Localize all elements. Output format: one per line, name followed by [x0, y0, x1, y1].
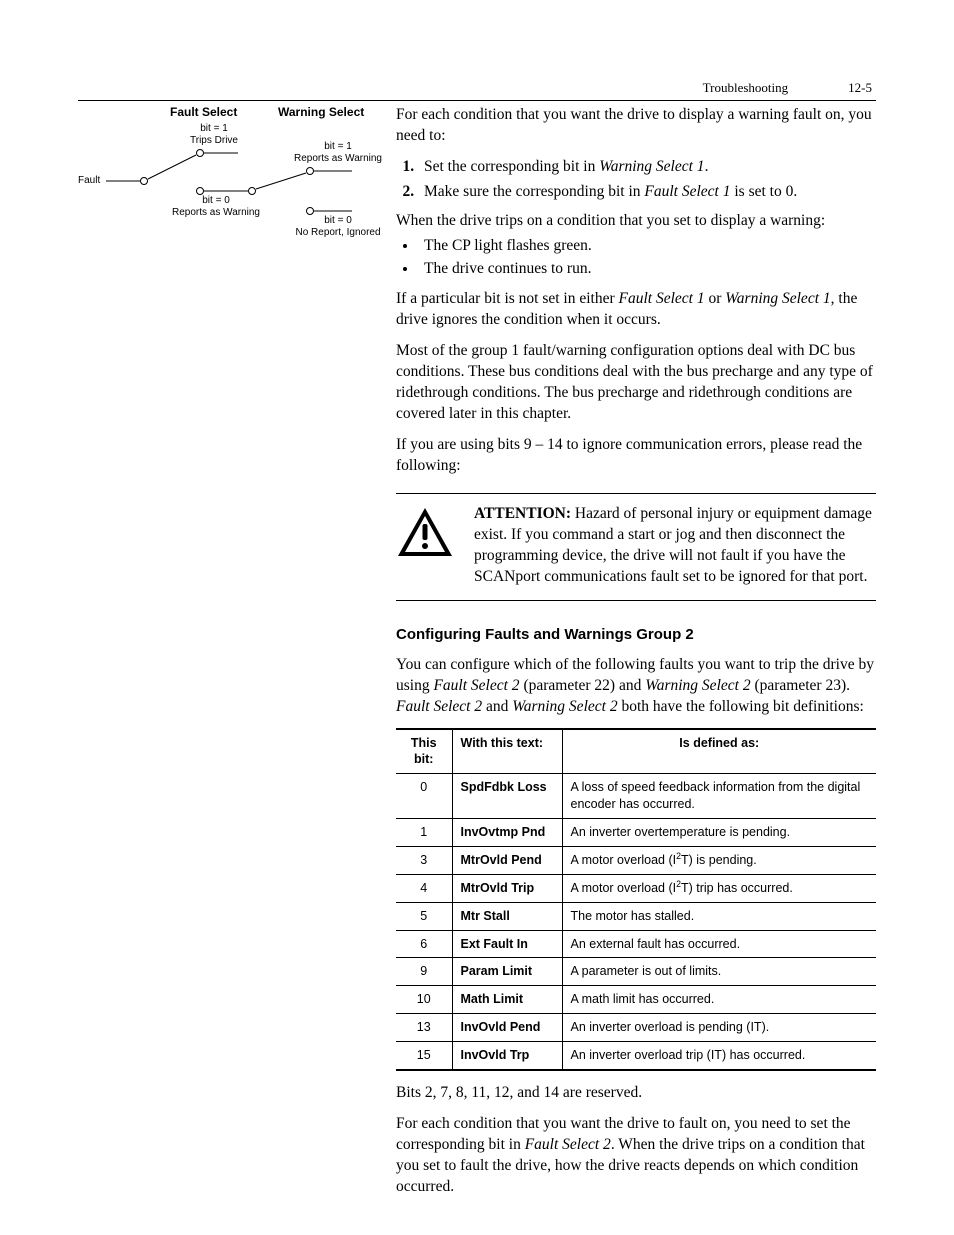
table-row: 9Param LimitA parameter is out of limits… — [396, 958, 876, 986]
cell-bit: 5 — [396, 902, 452, 930]
group1-paragraph: Most of the group 1 fault/warning config… — [396, 341, 876, 425]
cell-bit: 13 — [396, 1014, 452, 1042]
table-row: 5Mtr StallThe motor has stalled. — [396, 902, 876, 930]
table-header-row: This bit: With this text: Is defined as: — [396, 729, 876, 774]
bit-not-set-paragraph: If a particular bit is not set in either… — [396, 289, 876, 331]
diagram-svg — [78, 105, 378, 275]
p8-i: Fault Select 2 — [525, 1136, 611, 1153]
attention-block: ATTENTION: Hazard of personal injury or … — [396, 493, 876, 601]
cell-text: MtrOvld Pend — [452, 846, 562, 874]
step-1: Set the corresponding bit in Warning Sel… — [418, 157, 876, 178]
cell-bit: 10 — [396, 986, 452, 1014]
warning-effects-list: The CP light flashes green. The drive co… — [396, 236, 876, 280]
cell-bit: 3 — [396, 846, 452, 874]
cell-text: Mtr Stall — [452, 902, 562, 930]
p3-i1: Fault Select 1 — [619, 290, 705, 307]
reserved-bits: Bits 2, 7, 8, 11, 12, and 14 are reserve… — [396, 1083, 876, 1104]
attention-label: ATTENTION: — [474, 505, 571, 522]
col-this-bit: This bit: — [396, 729, 452, 774]
table-row: 3MtrOvld PendA motor overload (I2T) is p… — [396, 846, 876, 874]
cell-text: Ext Fault In — [452, 930, 562, 958]
col-is-defined-as: Is defined as: — [562, 729, 876, 774]
subheading-group2: Configuring Faults and Warnings Group 2 — [396, 625, 876, 645]
right-column: For each condition that you want the dri… — [396, 105, 876, 1208]
page-header: Troubleshooting 12-5 — [78, 80, 876, 96]
fault-on-paragraph: For each condition that you want the dri… — [396, 1114, 876, 1198]
cell-def: An external fault has occurred. — [562, 930, 876, 958]
two-column-layout: Fault Select Warning Select bit = 1 Trip… — [78, 105, 876, 1208]
attention-text: ATTENTION: Hazard of personal injury or … — [474, 504, 876, 588]
table-row: 15InvOvld TrpAn inverter overload trip (… — [396, 1042, 876, 1070]
cell-text: Param Limit — [452, 958, 562, 986]
p6-i2: Warning Select 2 — [645, 677, 750, 694]
cell-bit: 4 — [396, 874, 452, 902]
cell-text: InvOvtmp Pnd — [452, 819, 562, 847]
p6-i1: Fault Select 2 — [433, 677, 519, 694]
p6-b: (parameter 22) and — [520, 677, 646, 694]
step-1-i: Warning Select 1 — [599, 158, 704, 175]
header-pagenum: 12-5 — [848, 80, 872, 96]
p3-b: or — [705, 290, 726, 307]
step-1-a: Set the corresponding bit in — [424, 158, 599, 175]
table-row: 1InvOvtmp PndAn inverter overtemperature… — [396, 819, 876, 847]
cell-text: InvOvld Trp — [452, 1042, 562, 1070]
cell-text: InvOvld Pend — [452, 1014, 562, 1042]
bit-definitions-table: This bit: With this text: Is defined as:… — [396, 728, 876, 1071]
warning-trip-intro: When the drive trips on a condition that… — [396, 211, 876, 232]
cell-def: A math limit has occurred. — [562, 986, 876, 1014]
step-1-b: . — [705, 158, 709, 175]
left-column: Fault Select Warning Select bit = 1 Trip… — [78, 105, 378, 1208]
intro-paragraph: For each condition that you want the dri… — [396, 105, 876, 147]
cell-def: A parameter is out of limits. — [562, 958, 876, 986]
cell-bit: 1 — [396, 819, 452, 847]
table-row: 6Ext Fault InAn external fault has occur… — [396, 930, 876, 958]
cell-def: A motor overload (I2T) trip has occurred… — [562, 874, 876, 902]
cell-bit: 6 — [396, 930, 452, 958]
table-row: 13InvOvld PendAn inverter overload is pe… — [396, 1014, 876, 1042]
cell-def: A loss of speed feedback information fro… — [562, 774, 876, 819]
table-row: 10Math LimitA math limit has occurred. — [396, 986, 876, 1014]
table-row: 4MtrOvld TripA motor overload (I2T) trip… — [396, 874, 876, 902]
effect-cp-light: The CP light flashes green. — [418, 236, 876, 257]
cell-def: An inverter overtemperature is pending. — [562, 819, 876, 847]
col-with-this-text: With this text: — [452, 729, 562, 774]
cell-bit: 0 — [396, 774, 452, 819]
p3-i2: Warning Select 1 — [725, 290, 830, 307]
p6-e: both have the following bit definitions: — [618, 698, 864, 715]
cell-text: MtrOvld Trip — [452, 874, 562, 902]
bits-9-14-paragraph: If you are using bits 9 – 14 to ignore c… — [396, 435, 876, 477]
p6-i4: Warning Select 2 — [512, 698, 617, 715]
page: Troubleshooting 12-5 Fault Select Warnin… — [0, 0, 954, 1235]
cell-def: The motor has stalled. — [562, 902, 876, 930]
step-2: Make sure the corresponding bit in Fault… — [418, 182, 876, 203]
cell-def: A motor overload (I2T) is pending. — [562, 846, 876, 874]
step-2-a: Make sure the corresponding bit in — [424, 183, 644, 200]
cell-text: Math Limit — [452, 986, 562, 1014]
cell-text: SpdFdbk Loss — [452, 774, 562, 819]
header-section: Troubleshooting — [703, 80, 788, 96]
table-row: 0SpdFdbk LossA loss of speed feedback in… — [396, 774, 876, 819]
effect-drive-runs: The drive continues to run. — [418, 259, 876, 280]
cell-bit: 15 — [396, 1042, 452, 1070]
step-2-i: Fault Select 1 — [644, 183, 730, 200]
steps-list: Set the corresponding bit in Warning Sel… — [396, 157, 876, 203]
p6-c: (parameter 23). — [751, 677, 850, 694]
fault-warning-diagram: Fault Select Warning Select bit = 1 Trip… — [78, 105, 378, 275]
p3-a: If a particular bit is not set in either — [396, 290, 619, 307]
cell-def: An inverter overload is pending (IT). — [562, 1014, 876, 1042]
cell-def: An inverter overload trip (IT) has occur… — [562, 1042, 876, 1070]
cell-bit: 9 — [396, 958, 452, 986]
p6-d: and — [482, 698, 512, 715]
step-2-b: is set to 0. — [730, 183, 797, 200]
p6-i3: Fault Select 2 — [396, 698, 482, 715]
header-rule — [78, 100, 876, 101]
group2-intro: You can configure which of the following… — [396, 655, 876, 718]
attention-icon — [396, 504, 456, 588]
